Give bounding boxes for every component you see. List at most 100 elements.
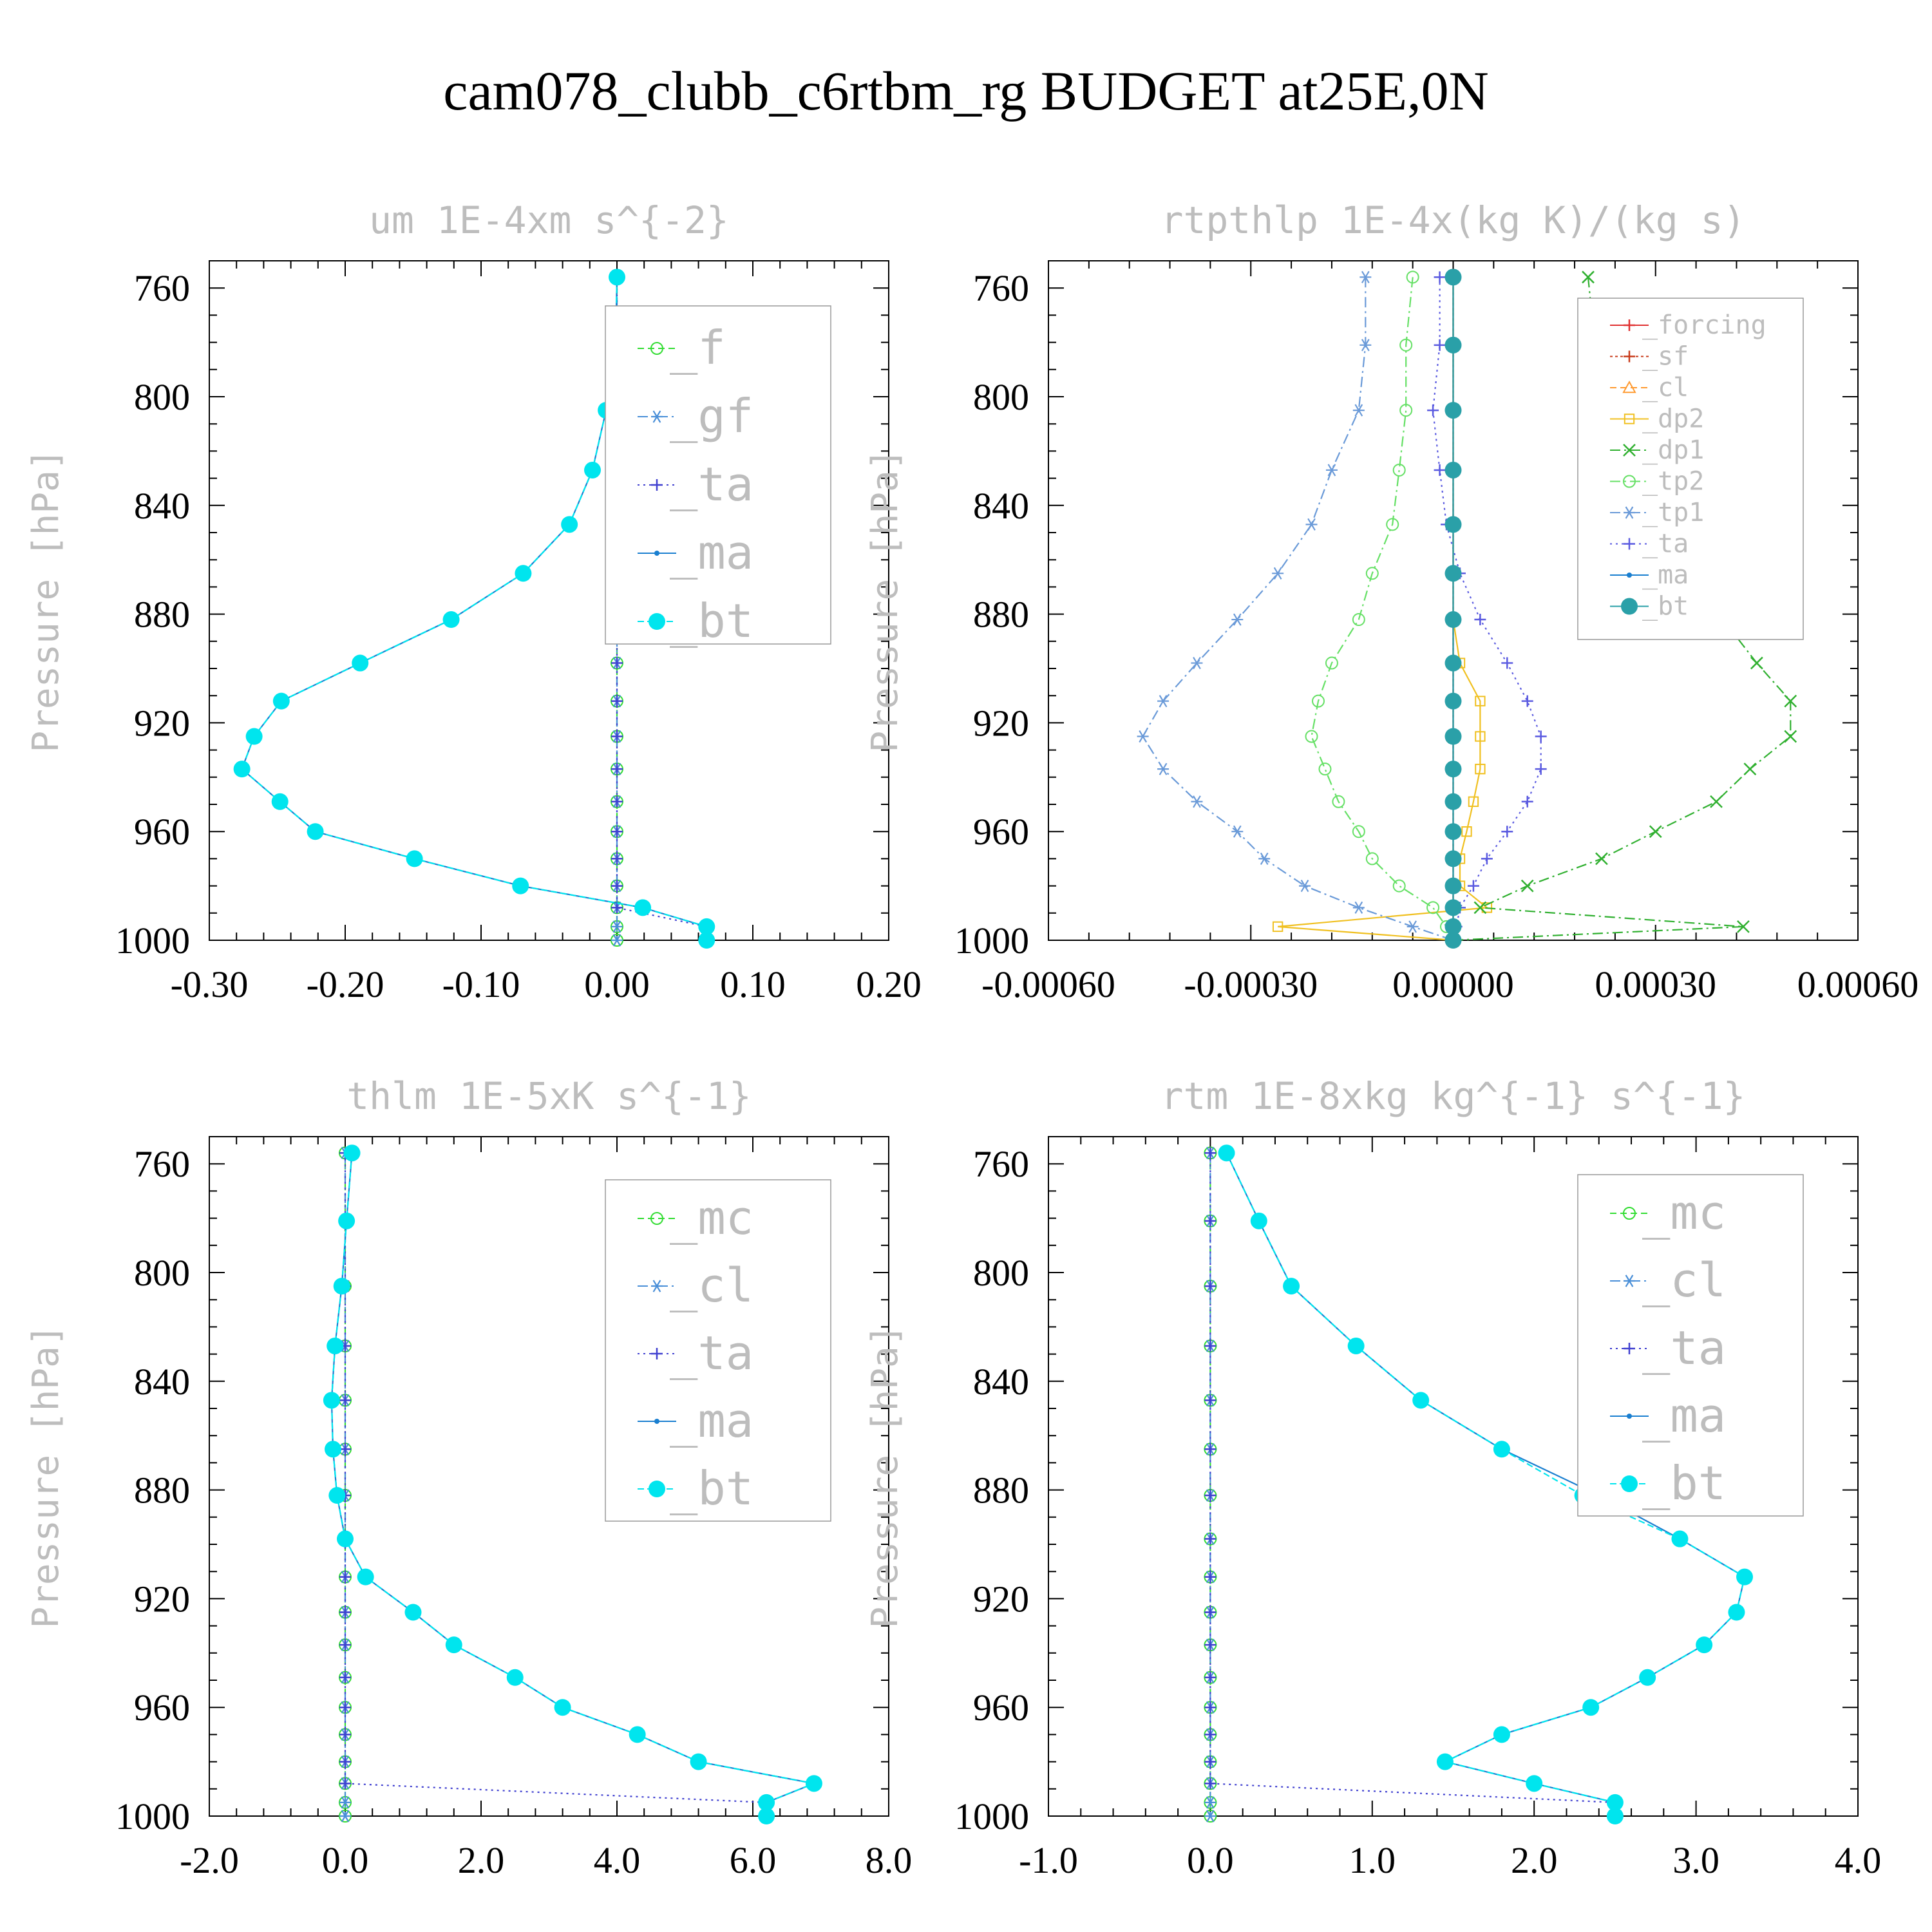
data-point [515,565,532,582]
y-tick-label: 960 [134,1687,190,1728]
data-point [611,730,623,743]
data-point [1710,795,1723,808]
data-point [1191,795,1203,808]
x-tick-label: -0.10 [442,963,520,1005]
legend-marker [1624,319,1635,331]
data-point [1649,825,1662,838]
legend-marker [1624,350,1635,363]
legend-marker [651,479,663,491]
data-point [1520,879,1534,893]
data-point [1444,692,1462,710]
legend: _forcing_sf_cl_dp2_dp1_tp2_tp1_ta_ma_bt [1577,298,1804,640]
legend-label: _cl [1642,1253,1726,1307]
y-tick-label: 960 [973,1687,1029,1728]
data-point [629,1726,646,1743]
data-point [339,1756,351,1768]
legend-marker [654,551,659,556]
data-point [325,1441,342,1458]
data-point [1272,921,1283,933]
data-point [1392,879,1406,893]
data-point [1157,762,1170,775]
data-point [352,654,369,672]
data-point [609,269,625,286]
data-point [1736,1568,1754,1586]
data-point [1365,852,1379,866]
data-point [1444,793,1462,810]
data-point [1359,270,1372,283]
data-point [1436,1753,1454,1770]
data-point [343,1144,361,1162]
legend-marker [650,1212,663,1225]
data-point [1427,404,1439,417]
data-point [634,899,652,916]
y-tick-label: 800 [134,1252,190,1294]
legend-marker [651,1348,663,1359]
legend-label: _bt [1642,592,1689,621]
data-point [1526,1775,1543,1792]
x-tick-label: 2.0 [458,1839,505,1881]
data-point [758,1808,775,1824]
data-point [1461,826,1472,837]
y-tick-label: 840 [973,1361,1029,1403]
y-axis-label: Pressure [hPa] [25,448,67,752]
legend-label: _forcing [1642,310,1766,340]
y-tick-label: 800 [973,1252,1029,1294]
legend-label: _cl [1642,373,1689,402]
data-point [1737,920,1750,933]
series-line [344,1153,768,1816]
y-tick-label: 760 [134,1143,190,1185]
data-point [611,934,623,947]
y-tick-label: 920 [973,702,1029,744]
data-point [1204,1671,1217,1683]
data-point [1204,1701,1217,1714]
x-tick-label: 4.0 [1835,1839,1882,1881]
data-point [333,1278,350,1295]
data-point [1204,1394,1217,1406]
data-point [1365,567,1379,580]
data-point [1444,402,1462,419]
data-point [1444,932,1462,949]
data-point [611,920,623,933]
y-tick-label: 840 [973,485,1029,527]
data-point [1444,918,1462,935]
data-point [698,932,715,949]
data-point [1501,657,1513,669]
legend-marker [1621,1475,1638,1492]
legend-marker [1624,413,1635,424]
legend-label: _tp1 [1642,498,1704,527]
legend-label: _ta [1642,1321,1726,1375]
data-point [1475,696,1486,706]
data-point [1231,825,1244,838]
legend-marker [1623,1207,1636,1220]
legend-label: _dp2 [1642,404,1704,434]
series-bt [323,1144,822,1824]
y-tick-label: 1000 [115,1795,190,1837]
data-point [327,1337,344,1354]
data-point [1347,1337,1365,1354]
legend-label: _ma [1642,1388,1726,1443]
series-line [1311,277,1454,941]
x-tick-label: 6.0 [730,1839,777,1881]
y-tick-label: 880 [973,594,1029,636]
data-point [339,1777,351,1790]
data-point [1318,762,1332,776]
data-point [1696,1636,1713,1654]
legend-box [1577,1174,1804,1517]
data-point [272,692,290,710]
data-point [1473,901,1487,914]
legend-label: _mc [670,1191,753,1245]
data-point [1352,613,1365,627]
data-point [1392,463,1406,477]
plot-frame [1048,1136,1859,1817]
legend-marker [1621,598,1638,615]
legend-marker [654,1419,659,1424]
series-line [1142,277,1454,942]
x-tick-label: -0.30 [171,963,249,1005]
x-tick-label: -2.0 [180,1839,239,1881]
data-point [404,1604,422,1621]
legend-label: _sf [1642,342,1689,372]
data-point [561,516,578,533]
panel-title: um 1E-4xm s^{-2} [369,198,729,242]
data-point [1521,795,1533,808]
legend-label: _mc [1642,1186,1726,1240]
